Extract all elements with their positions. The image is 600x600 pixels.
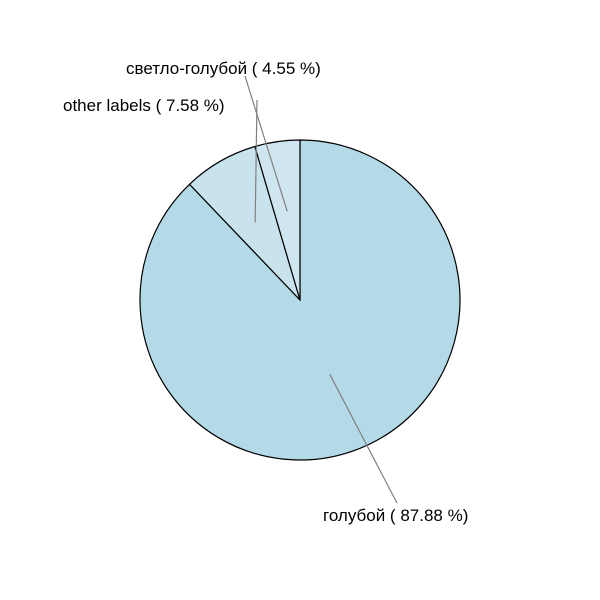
leader-line-goluboy (329, 373, 398, 504)
pie-slices (139, 139, 461, 461)
leader-line-svetlo-goluboy (244, 75, 288, 212)
slice-label-goluboy: голубой ( 87.88 %) (323, 506, 468, 525)
slice-label-svetlo-goluboy: светло-голубой ( 4.55 %) (126, 59, 321, 78)
slice-label-other-labels: other labels ( 7.58 %) (63, 96, 225, 115)
leader-lines (244, 75, 398, 504)
pie-slice-svetlo-goluboy (254, 139, 301, 301)
leader-line-other-labels (254, 99, 258, 223)
